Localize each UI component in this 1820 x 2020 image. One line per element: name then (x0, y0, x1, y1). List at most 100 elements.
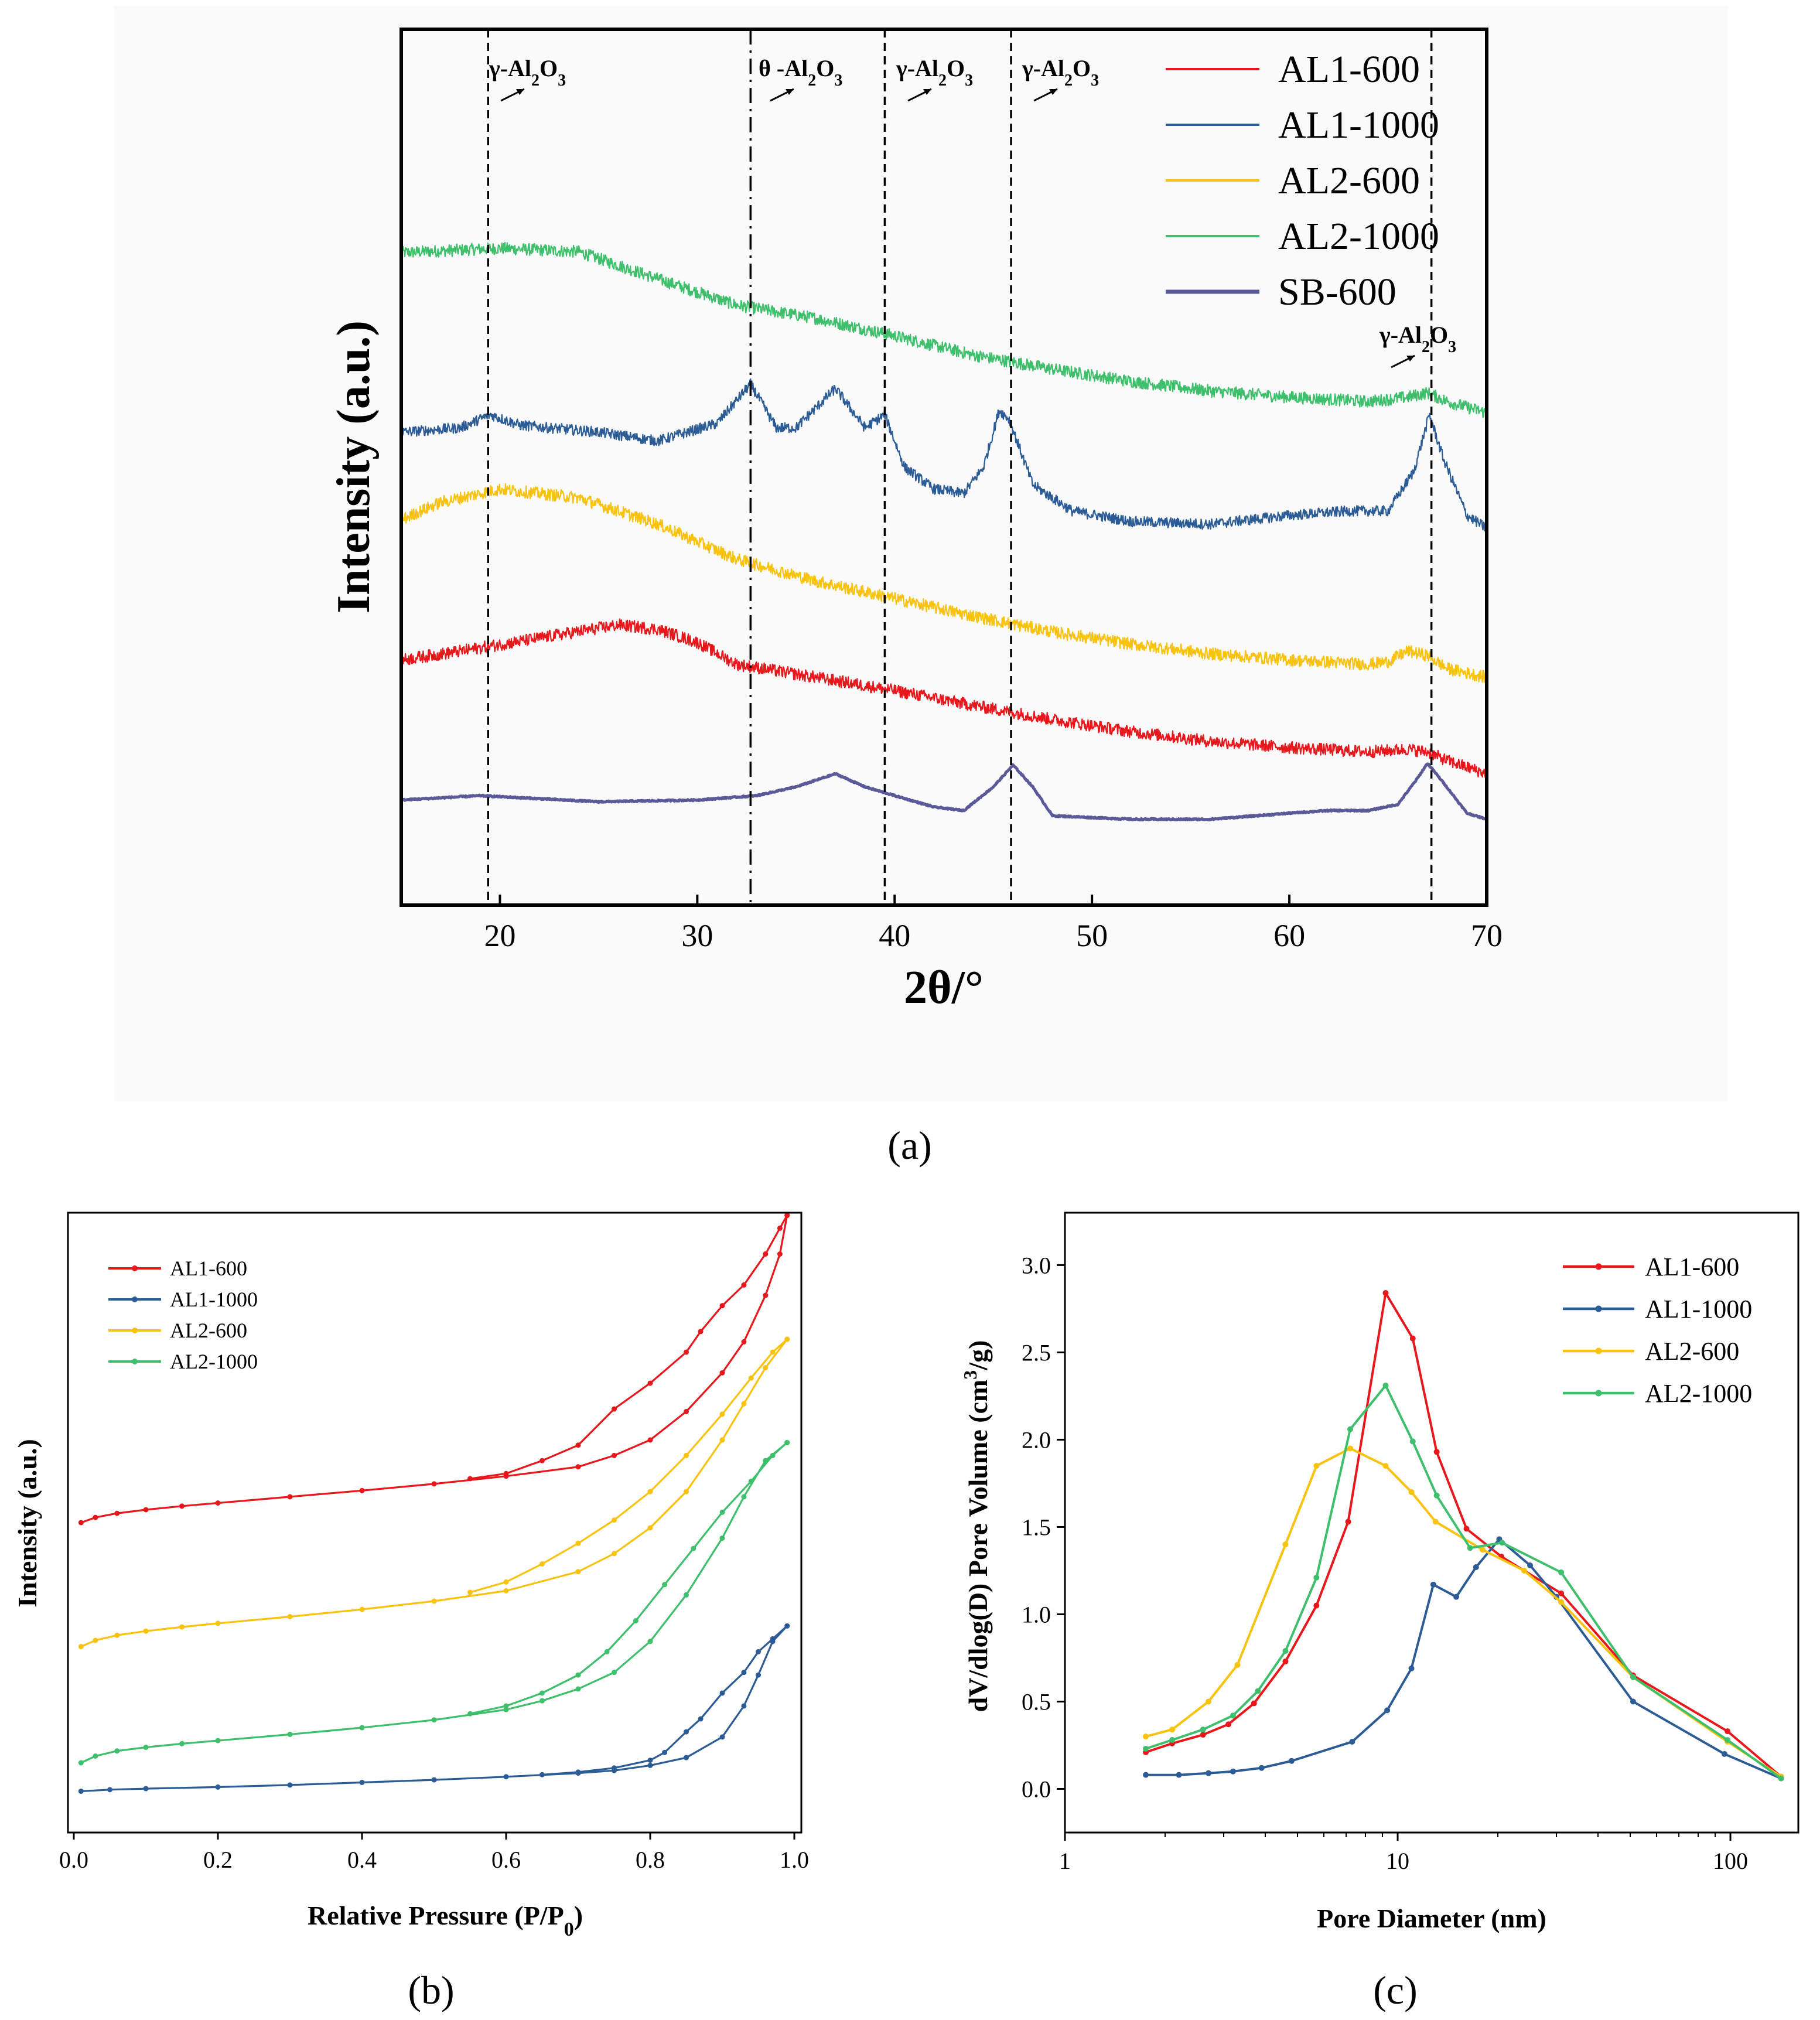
panel-b-point-al2-600 (719, 1411, 725, 1417)
panel-b-plot-frame (67, 1212, 803, 1834)
panel-c-point-al2-1000 (1255, 1688, 1261, 1694)
panel-a-legend-label-sb-600: SB-600 (1278, 271, 1396, 313)
panel-b-point-al1-600 (612, 1452, 617, 1458)
panel-c-point-al2-1000 (1230, 1712, 1236, 1719)
panel-c-point-al2-600 (1143, 1734, 1149, 1740)
panel-c-series-al2-600 (1145, 1447, 1782, 1778)
panel-c-point-al2-600 (1347, 1445, 1353, 1452)
panel-a-phase-label-5: γ-Al2O3 (1379, 322, 1456, 356)
panel-b-point-al1-1000 (539, 1772, 545, 1777)
panel-b-point-al1-600 (741, 1339, 747, 1345)
panel-b-point-al1-600 (684, 1408, 689, 1414)
panel-c-point-al2-1000 (1169, 1737, 1176, 1743)
panel-b-point-al2-600 (684, 1489, 689, 1494)
panel-b-point-al1-1000 (756, 1672, 761, 1678)
panel-c-legend: AL1-600 AL1-1000 AL2-600 AL2-1000 (1563, 1253, 1752, 1408)
panel-b-x-axis-label-main: Relative Pressure (P/P (308, 1900, 564, 1930)
panel-c-point-al2-1000 (1558, 1569, 1565, 1575)
panel-c-point-al1-600 (1382, 1290, 1389, 1296)
panel-c-y-tick-label: 2.0 (1022, 1427, 1051, 1453)
panel-b-point-al2-600 (784, 1336, 790, 1342)
panel-b-legend-marker-al2-600 (132, 1328, 138, 1333)
panel-a-phase-label-4: γ-Al2O3 (1022, 55, 1099, 90)
panel-c-point-al2-1000 (1143, 1745, 1149, 1752)
panel-a-reference-lines (487, 29, 1433, 905)
panel-b-point-al1-600 (575, 1442, 581, 1448)
panel-b-point-al1-1000 (647, 1762, 653, 1768)
panel-a-legend: AL1-600 AL1-1000 AL2-600 AL2-1000 SB-600 (1166, 48, 1439, 313)
panel-c-x-tick-label: 1 (1059, 1848, 1071, 1874)
panel-c-point-al2-1000 (1347, 1426, 1353, 1432)
panel-b-point-al2-1000 (431, 1717, 437, 1723)
panel-b-point-al2-1000 (612, 1670, 617, 1676)
panel-b-point-al1-1000 (719, 1734, 725, 1740)
panel-b-point-al2-600 (467, 1589, 473, 1595)
panel-c-series-group (1143, 1289, 1784, 1782)
panel-b-point-al2-600 (78, 1644, 84, 1650)
panel-b-legend-label-al2-1000: AL2-1000 (170, 1350, 258, 1373)
panel-b-point-al1-600 (784, 1212, 790, 1218)
panel-c-point-al2-600 (1234, 1661, 1241, 1668)
panel-b-point-al1-1000 (784, 1623, 790, 1629)
panel-c-legend-label-al2-600: AL2-600 (1645, 1337, 1739, 1366)
panel-c-point-al1-600 (1313, 1602, 1320, 1609)
panel-b-point-al1-1000 (756, 1649, 761, 1654)
panel-a-series-al2-1000 (400, 241, 1487, 418)
panel-c-point-al1-1000 (1176, 1772, 1182, 1778)
panel-c-legend-label-al1-600: AL1-600 (1645, 1253, 1739, 1281)
panel-b-point-al1-600 (777, 1251, 783, 1257)
panel-b-y-axis-label: Intensity (a.u.) (12, 1439, 42, 1608)
panel-b-point-al2-1000 (503, 1703, 509, 1709)
panel-a-legend-label-al1-1000: AL1-1000 (1278, 104, 1439, 146)
panel-c-point-al2-600 (1521, 1567, 1527, 1574)
panel-a-x-tick-label: 30 (681, 918, 713, 953)
panel-b-legend-marker-al1-600 (132, 1265, 138, 1271)
panel-c-point-al2-600 (1169, 1726, 1176, 1733)
panel-b-point-al1-600 (698, 1329, 704, 1335)
panel-b-point-al1-600 (684, 1349, 689, 1355)
panel-b-point-al2-600 (179, 1624, 185, 1630)
panel-c-point-al2-1000 (1313, 1574, 1320, 1581)
panel-c-point-al2-1000 (1200, 1726, 1206, 1733)
panel-b-point-al2-1000 (662, 1582, 668, 1588)
panel-c-plot-frame (1064, 1212, 1799, 1834)
panel-c-y-tick-label: 1.5 (1022, 1514, 1051, 1540)
panel-a-x-tick-label: 20 (484, 918, 515, 953)
panel-b-point-al2-1000 (748, 1478, 754, 1484)
panel-c-point-al2-1000 (1409, 1438, 1416, 1445)
panel-c-point-al1-600 (1725, 1728, 1731, 1735)
panel-b-point-al1-1000 (359, 1779, 365, 1785)
panel-a-x-axis-label: 2θ/° (904, 962, 984, 1014)
panel-b-point-al1-600 (719, 1303, 725, 1309)
panel-c-point-al1-1000 (1527, 1562, 1534, 1569)
panel-b-point-al1-600 (359, 1487, 365, 1493)
panel-b-point-al2-1000 (114, 1748, 120, 1754)
panel-b-point-al1-600 (719, 1370, 725, 1376)
panel-c-point-al1-1000 (1630, 1698, 1636, 1705)
panel-b-x-tick-label: 0.6 (491, 1847, 521, 1873)
panel-b-x-tick-label: 1.0 (780, 1847, 809, 1873)
panel-b-point-al2-600 (359, 1606, 365, 1612)
panel-b-point-al2-600 (287, 1613, 293, 1619)
panel-c-y-axis-label-main: dV/dlog(D) Pore Volume (cm (963, 1380, 993, 1712)
panel-c-y-tick-label: 3.0 (1022, 1252, 1051, 1278)
panel-b-point-al2-1000 (719, 1509, 725, 1515)
panel-b-point-al2-1000 (359, 1725, 365, 1731)
panel-b-point-al2-600 (93, 1637, 98, 1643)
panel-c-legend-label-al2-1000: AL2-1000 (1645, 1379, 1752, 1408)
panel-c-point-al2-600 (1282, 1541, 1289, 1548)
panel-b-legend-label-al2-600: AL2-600 (170, 1319, 247, 1342)
panel-a-series-sb-600 (400, 762, 1488, 822)
panel-b-legend: AL1-600 AL1-1000 AL2-600 AL2-1000 (108, 1257, 258, 1373)
panel-b-point-al2-600 (763, 1365, 769, 1370)
panel-b-point-al2-600 (215, 1620, 221, 1626)
panel-b-point-al2-1000 (604, 1649, 610, 1654)
panel-b-point-al1-1000 (684, 1729, 689, 1735)
panel-b-point-al1-1000 (287, 1782, 293, 1788)
panel-b-legend-marker-al2-1000 (132, 1359, 138, 1364)
panel-c-legend-marker-al1-1000 (1595, 1305, 1602, 1312)
panel-b-point-al1-1000 (684, 1755, 689, 1760)
panel-b-point-al1-1000 (662, 1749, 668, 1755)
panel-c-x-tick-label: 100 (1713, 1848, 1748, 1874)
